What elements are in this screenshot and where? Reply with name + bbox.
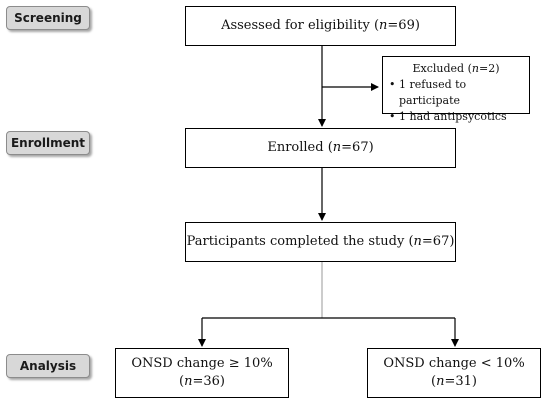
assessed-text: Assessed for eligibility (n=69) bbox=[221, 18, 420, 34]
group-high-count: (n=36) bbox=[179, 374, 225, 389]
enrolled-text: Enrolled (n=67) bbox=[267, 140, 374, 156]
group-high-label: ONSD change ≥ 10% bbox=[131, 356, 273, 372]
excluded-reason: 1 refused to participate bbox=[389, 77, 523, 109]
assessed-box: Assessed for eligibility (n=69) bbox=[185, 6, 456, 46]
completed-text: Participants completed the study (n=67) bbox=[186, 234, 455, 250]
stage-enrollment-text: Enrollment bbox=[10, 136, 86, 150]
stage-label-enrollment: Enrollment bbox=[6, 131, 90, 155]
group-low-count: (n=31) bbox=[431, 374, 477, 389]
stage-analysis-text: Analysis bbox=[19, 359, 77, 373]
excluded-title: Excluded (n=2) bbox=[412, 62, 500, 75]
completed-box: Participants completed the study (n=67) bbox=[185, 222, 456, 262]
excluded-box: Excluded (n=2) 1 refused to participate … bbox=[382, 56, 530, 125]
group-high-box: ONSD change ≥ 10% (n=36) bbox=[115, 348, 289, 398]
enrolled-box: Enrolled (n=67) bbox=[185, 128, 456, 168]
stage-screening-text: Screening bbox=[14, 11, 82, 25]
group-low-label: ONSD change < 10% bbox=[383, 356, 525, 372]
stage-label-screening: Screening bbox=[6, 6, 90, 30]
excluded-reason: 1 had antipsycotics bbox=[389, 109, 523, 125]
excluded-reasons-list: 1 refused to participate 1 had antipsyco… bbox=[389, 77, 523, 125]
group-low-box: ONSD change < 10% (n=31) bbox=[367, 348, 541, 398]
stage-label-analysis: Analysis bbox=[6, 354, 90, 378]
